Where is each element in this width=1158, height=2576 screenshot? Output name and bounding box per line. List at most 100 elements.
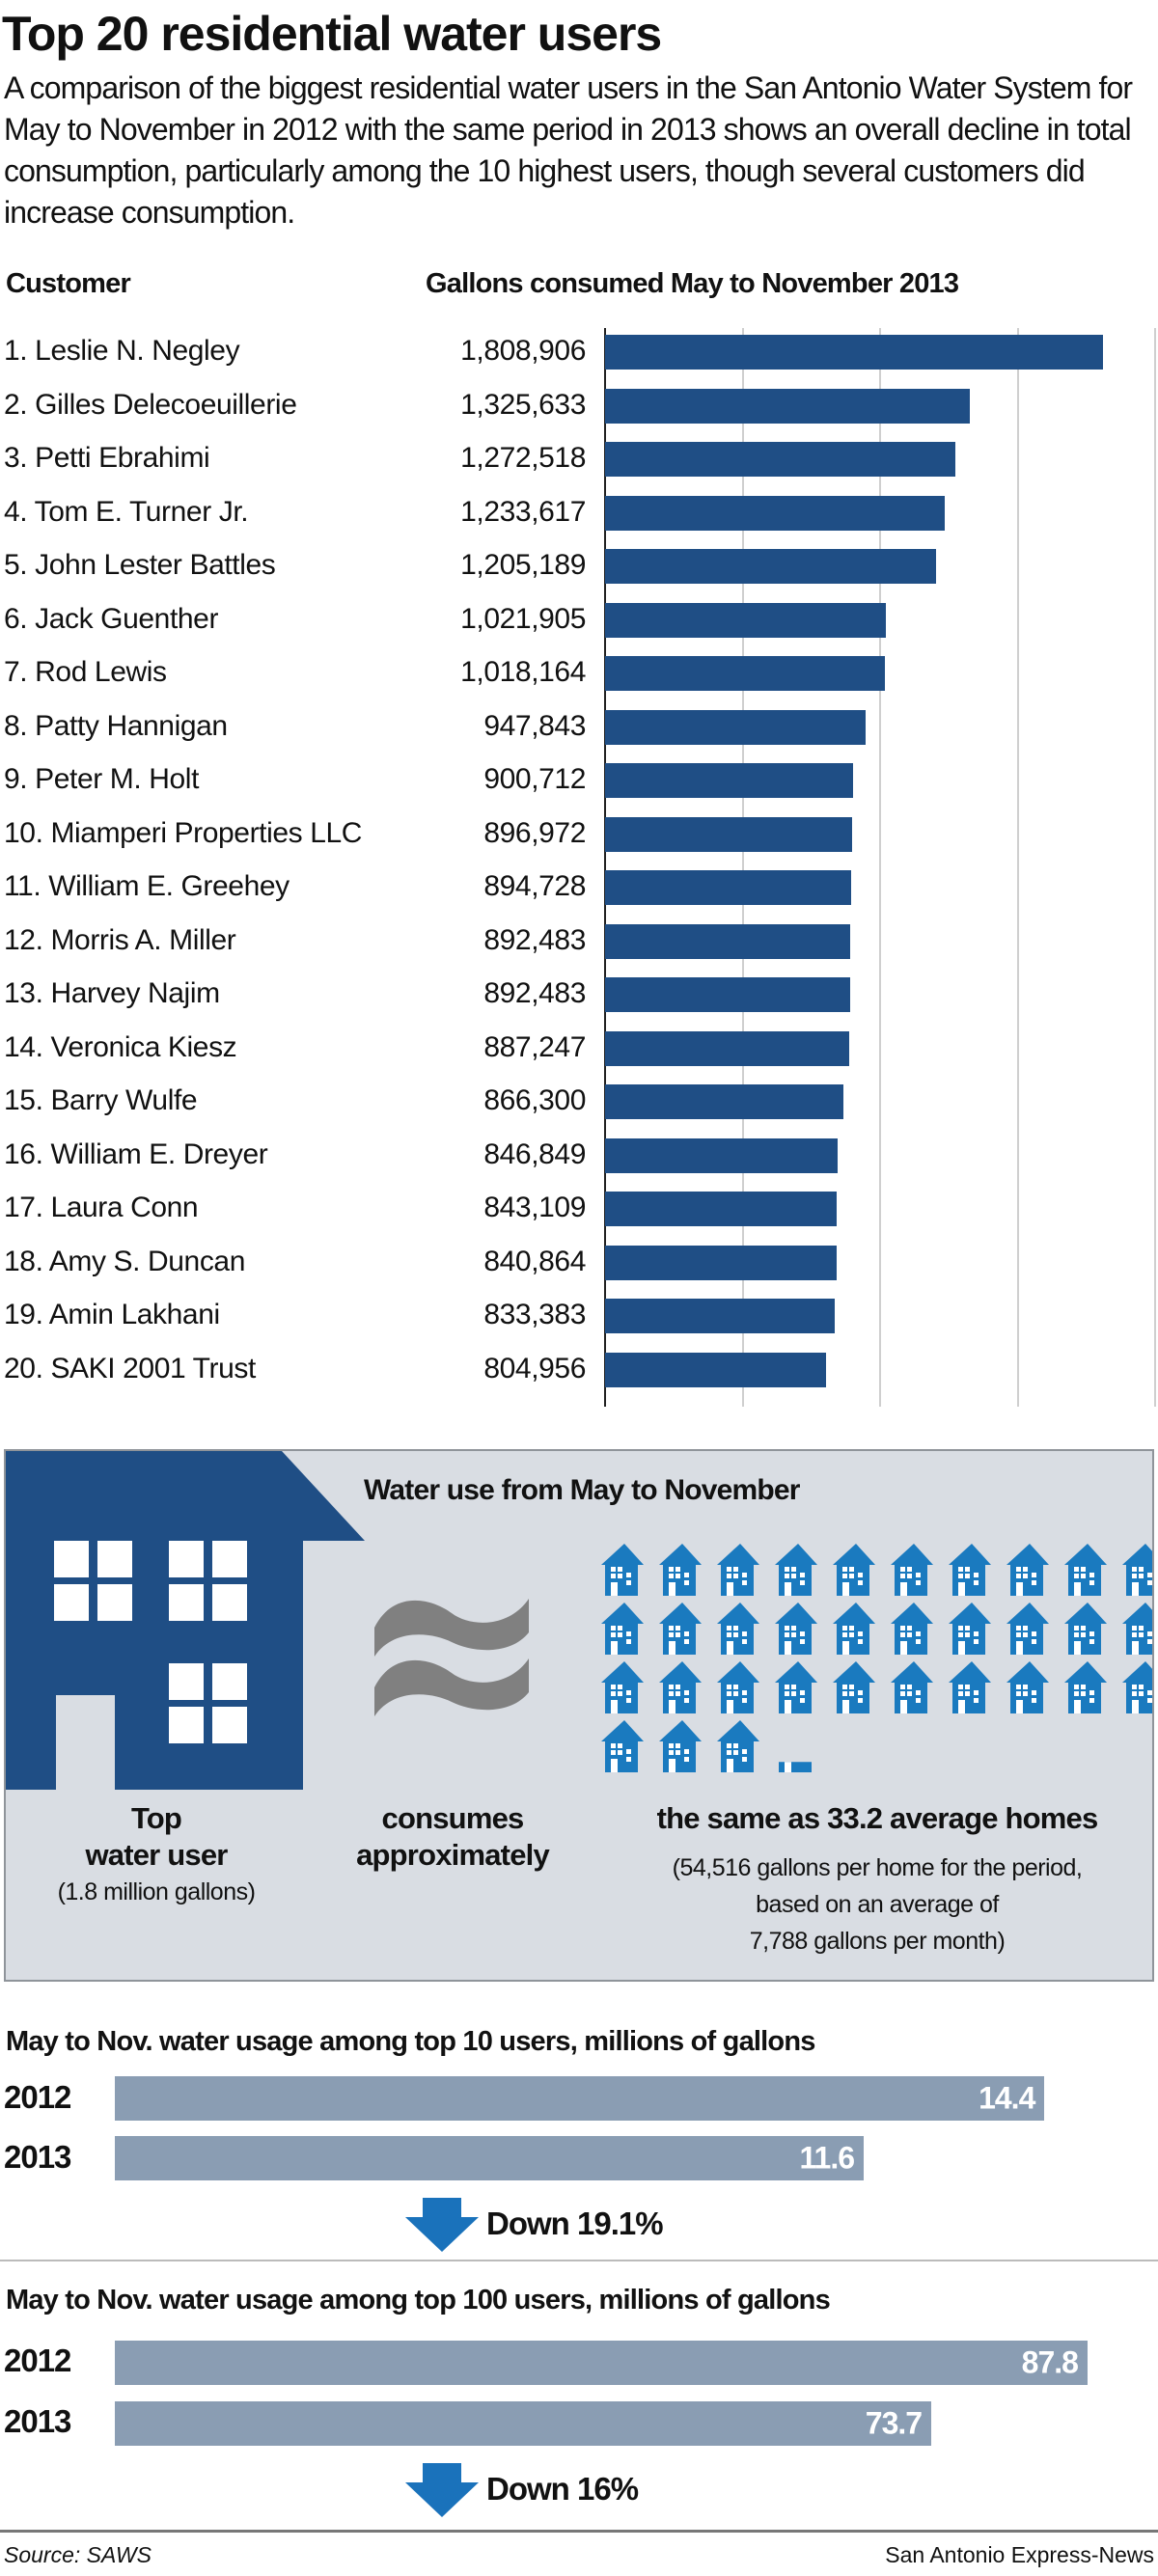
- customer-name: 5. John Lester Battles: [4, 549, 276, 581]
- gallons-bar: [605, 602, 887, 638]
- customer-name: 10. Miamperi Properties LLC: [4, 816, 363, 849]
- top100-year-2013: 2013: [4, 2403, 71, 2439]
- small-house-icon: [717, 1603, 763, 1655]
- gallons-bar: [605, 763, 853, 798]
- homes-equivalent-label: the same as 33.2 average homes: [656, 1801, 1099, 1835]
- approximately-label: approximately: [356, 1838, 550, 1872]
- customer-name: 8. Patty Hannigan: [4, 709, 228, 742]
- top100-bar-2013: 73.7: [115, 2401, 932, 2446]
- small-house-icon: [601, 1544, 648, 1596]
- top100-year-2012: 2012: [4, 2343, 71, 2378]
- gallons-label: 1,018,164: [460, 656, 586, 688]
- gallons-label: 840,864: [483, 1245, 586, 1277]
- small-house-icon: [601, 1661, 648, 1713]
- divider: [0, 2260, 1158, 2261]
- small-house-icon: [775, 1603, 821, 1655]
- gallons-label: 843,109: [483, 1192, 586, 1223]
- publisher-credit: San Antonio Express-News: [885, 2542, 1154, 2567]
- customer-name: 19. Amin Lakhani: [4, 1299, 220, 1330]
- customer-name: 3. Petti Ebrahimi: [4, 442, 210, 474]
- small-house-icon: [775, 1661, 821, 1713]
- top100-value-2013: 73.7: [865, 2405, 923, 2441]
- gallons-bar: [605, 923, 851, 959]
- small-house-icon: [891, 1603, 937, 1655]
- small-house-icon: [949, 1661, 995, 1713]
- gallons-label: 887,247: [483, 1030, 586, 1063]
- small-house-icon: [1006, 1603, 1053, 1655]
- small-house-icon: [949, 1544, 995, 1596]
- top10-year-2013: 2013: [4, 2139, 71, 2175]
- per-home-note: (54,516 gallons per home for the period,: [672, 1854, 1083, 1881]
- customer-name: 2. Gilles Delecoeuillerie: [4, 388, 297, 421]
- gallons-label: 1,233,617: [460, 495, 586, 528]
- gallons-bar: [605, 656, 886, 691]
- approximately-equal-icon: [374, 1599, 529, 1716]
- small-house-icon: [717, 1720, 763, 1772]
- page-title: Top 20 residential water users: [2, 7, 662, 61]
- small-house-icon: [891, 1544, 937, 1596]
- small-house-icon: [891, 1661, 937, 1713]
- gallons-bar: [605, 816, 852, 852]
- per-home-note-3: 7,788 gallons per month): [749, 1928, 1006, 1955]
- gallons-bar: [605, 1299, 835, 1333]
- top100-bar-2012: 87.8: [115, 2341, 1088, 2385]
- small-houses-grid: [601, 1544, 1152, 1795]
- gallons-bar: [605, 977, 851, 1012]
- gallons-bar: [605, 335, 1103, 370]
- gridline: [879, 328, 881, 1407]
- gallons-label: 1,021,905: [460, 602, 586, 635]
- gallons-bar: [605, 1352, 827, 1387]
- gallons-bar: [605, 1030, 849, 1066]
- small-house-icon: [1064, 1661, 1111, 1713]
- top10-change: Down 19.1%: [486, 2206, 664, 2241]
- axis-line: [604, 328, 606, 1407]
- small-house-icon: [1006, 1661, 1053, 1713]
- customer-name: 6. Jack Guenther: [4, 602, 219, 635]
- top-user-label-2: water user: [85, 1838, 228, 1872]
- gallons-label: 1,272,518: [460, 442, 586, 474]
- small-house-icon: [601, 1720, 648, 1772]
- top10-year-2012: 2012: [4, 2079, 71, 2115]
- gallons-bar: [605, 1137, 839, 1173]
- small-house-icon: [1122, 1661, 1152, 1713]
- consumes-label: consumes: [381, 1801, 525, 1835]
- small-house-icon: [659, 1720, 705, 1772]
- large-house-icon: [6, 1451, 365, 1790]
- customer-name: 13. Harvey Najim: [4, 977, 220, 1009]
- gallons-bar: [605, 1084, 843, 1119]
- gallons-label: 846,849: [483, 1137, 586, 1170]
- down-arrow-icon: [405, 2198, 479, 2252]
- top100-change: Down 16%: [486, 2471, 639, 2507]
- customer-name: 7. Rod Lewis: [4, 656, 167, 688]
- gallons-label: 892,483: [483, 923, 586, 956]
- gallons-label: 900,712: [483, 763, 586, 795]
- infobox: Water use from May to November Top water…: [4, 1449, 1154, 1982]
- small-house-icon: [659, 1603, 705, 1655]
- footer-rule: [0, 2530, 1158, 2533]
- gallons-label: 947,843: [483, 709, 586, 742]
- small-house-icon: [601, 1603, 648, 1655]
- customer-name: 1. Leslie N. Negley: [4, 335, 240, 367]
- small-house-icon: [1122, 1603, 1152, 1655]
- customer-name: 4. Tom E. Turner Jr.: [4, 495, 249, 528]
- customer-name: 15. Barry Wulfe: [4, 1084, 198, 1116]
- small-house-icon: [775, 1720, 821, 1772]
- top10-chart-title: May to Nov. water usage among top 10 use…: [6, 2026, 815, 2057]
- gallons-bar: [605, 388, 970, 424]
- gallons-bar: [605, 870, 851, 905]
- gallons-label: 1,808,906: [460, 335, 586, 367]
- top100-value-2012: 87.8: [1021, 2344, 1079, 2380]
- top-user-label: Top: [130, 1801, 182, 1835]
- gallons-label: 866,300: [483, 1084, 586, 1116]
- top-user-gallons: (1.8 million gallons): [57, 1878, 256, 1905]
- gallons-bar: [605, 1245, 837, 1280]
- small-house-icon: [833, 1603, 879, 1655]
- customer-name: 11. William E. Greehey: [4, 870, 290, 902]
- per-home-note-2: based on an average of: [756, 1891, 999, 1918]
- source-note: Source: SAWS: [4, 2542, 152, 2567]
- gallons-label: 804,956: [483, 1352, 586, 1384]
- down-arrow-icon: [405, 2463, 479, 2517]
- customer-name: 18. Amy S. Duncan: [4, 1245, 246, 1277]
- gridline: [1154, 328, 1156, 1407]
- gallons-label: 894,728: [483, 870, 586, 902]
